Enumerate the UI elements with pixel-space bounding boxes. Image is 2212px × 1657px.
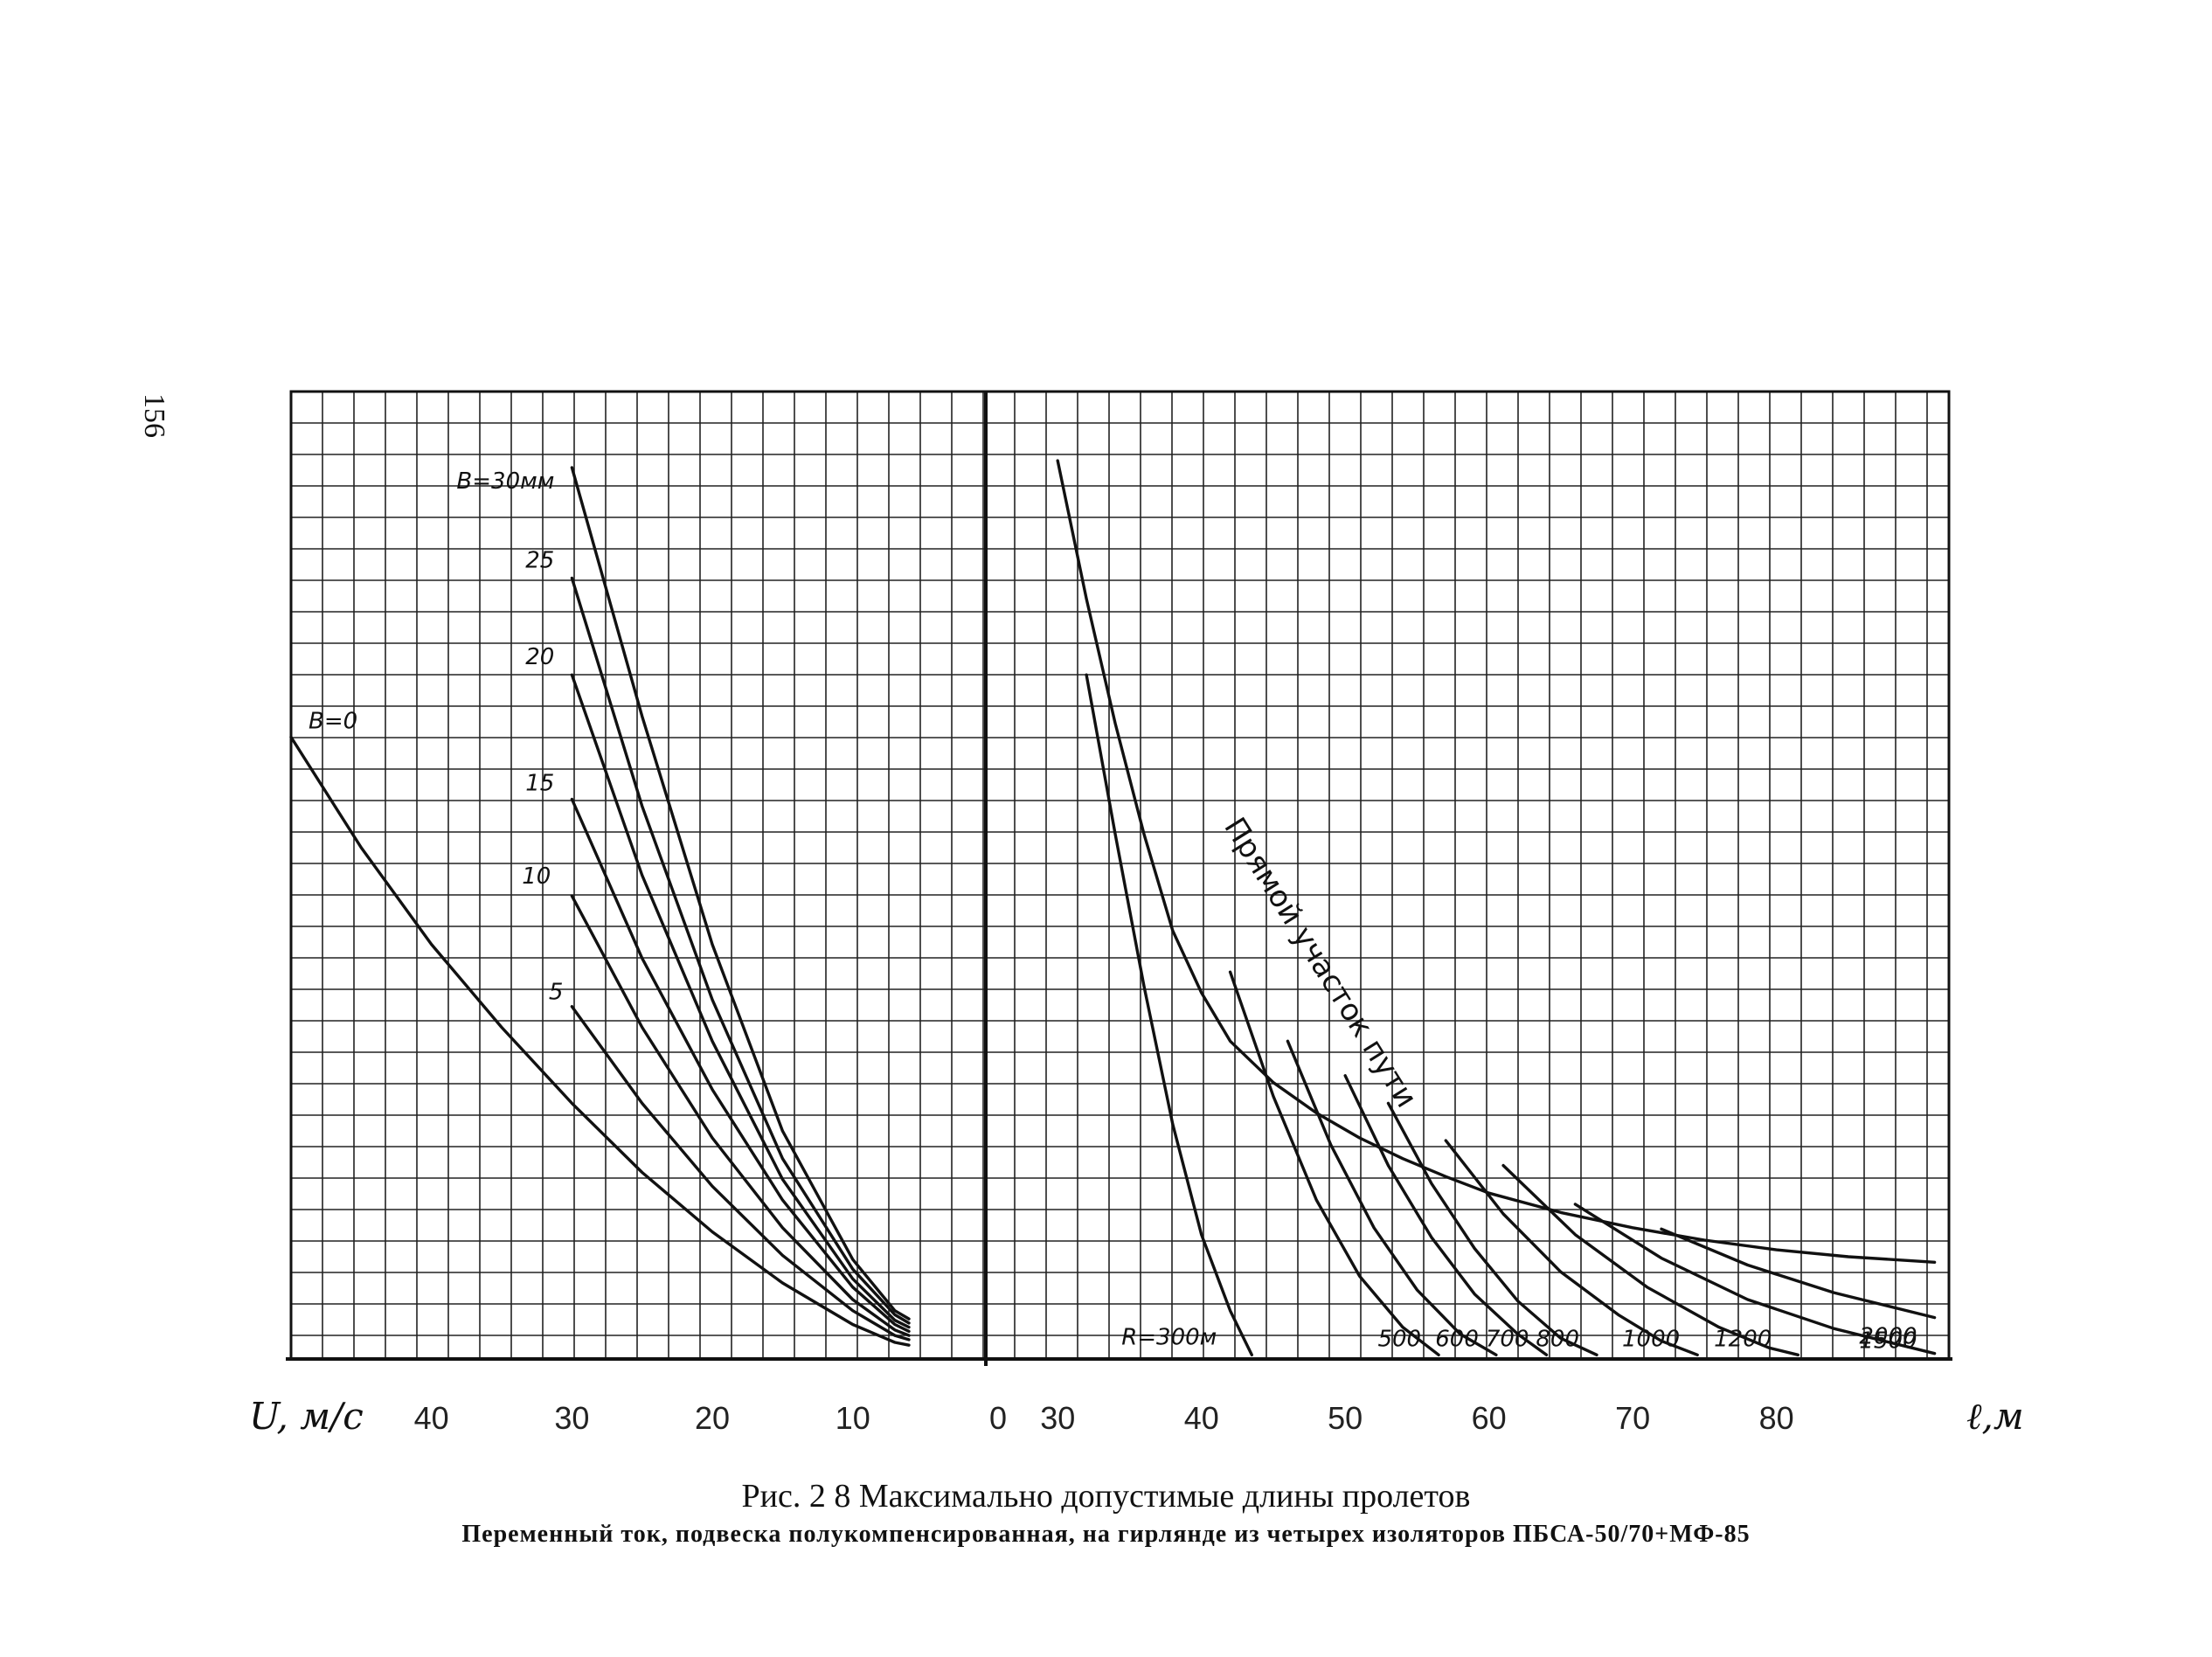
series-label-right-r-300м: R=300м: [1121, 1324, 1217, 1350]
series-label-right-1200: 1200: [1714, 1326, 1772, 1352]
series-label-right-600: 600: [1435, 1326, 1479, 1352]
x-tick-label-right-60: 60: [1472, 1400, 1507, 1436]
series-line-right-600: [1286, 1039, 1498, 1356]
series-line-right-800: [1386, 1101, 1598, 1356]
series-label-left-b-30мм: B=30мм: [456, 468, 554, 495]
series-line-left-20: [570, 673, 911, 1329]
chart-series: [289, 459, 1937, 1356]
x-tick-label-right-40: 40: [1184, 1400, 1219, 1436]
series-line-left-10: [570, 894, 911, 1337]
series-line-right-1200: [1501, 1163, 1799, 1356]
caption-title: Рис. 2 8 Максимально допустимые длины пр…: [741, 1478, 1471, 1515]
x-tick-label-left-40: 40: [414, 1400, 449, 1436]
series-line-right-1000: [1444, 1139, 1699, 1356]
series-line-left-25: [570, 576, 911, 1325]
series-label-left-b-0: B=0: [309, 708, 357, 734]
series-line-left-b-0: [289, 735, 911, 1347]
x-tick-label-right-50: 50: [1328, 1400, 1363, 1436]
series-line-right-2000: [1660, 1227, 1937, 1320]
series-label-right-700: 700: [1486, 1326, 1529, 1352]
series-line-left-b-30мм: [570, 466, 911, 1321]
series-line-right-500: [1228, 970, 1440, 1356]
series-label-right-500: 500: [1377, 1326, 1421, 1352]
x-axis-label-right: ℓ,м: [1966, 1395, 2024, 1438]
series-line-left-15: [570, 797, 911, 1334]
series-label-left-10: 10: [522, 863, 551, 890]
series-label-left-15: 15: [525, 771, 554, 797]
x-tick-label-right-0: 0: [989, 1400, 1007, 1436]
series-label-left-25: 25: [525, 547, 554, 573]
x-axis-label-left: U, м/с: [249, 1395, 364, 1438]
caption-subtitle: Переменный ток, подвеска полукомпенсиров…: [461, 1521, 1751, 1548]
series-label-right-1000: 1000: [1622, 1326, 1680, 1352]
series-line-left-5: [570, 1005, 911, 1342]
x-tick-label-left-20: 20: [695, 1400, 730, 1436]
series-label-right-800: 800: [1536, 1326, 1579, 1352]
x-tick-label-right-30: 30: [1040, 1400, 1075, 1436]
series-line-right-прямой-участок-пути: [1056, 459, 1937, 1264]
series-line-right-r-300м: [1085, 673, 1253, 1356]
x-tick-label-left-30: 30: [554, 1400, 589, 1436]
x-tick-label-right-80: 80: [1759, 1400, 1794, 1436]
series-line-right-700: [1343, 1074, 1549, 1356]
series-label-left-5: 5: [549, 980, 564, 1006]
x-tick-label-left-10: 10: [836, 1400, 870, 1436]
series-label-right-1500: 1500: [1859, 1328, 1917, 1355]
series-label-right-2000: 2000: [1859, 1324, 1917, 1350]
chart-ticks: 40 30 20 10 U, м/с 0 30 40 50 60 70 80 ℓ,м: [249, 1395, 2024, 1438]
x-tick-label-right-70: 70: [1615, 1400, 1650, 1436]
series-line-right-1500: [1573, 1203, 1937, 1355]
series-label-left-20: 20: [525, 644, 554, 670]
